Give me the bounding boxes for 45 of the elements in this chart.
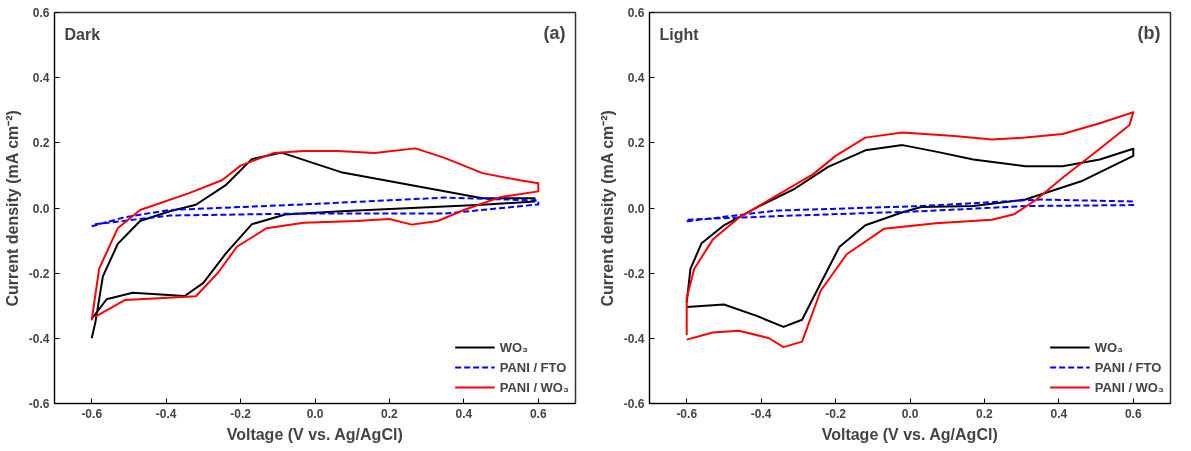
x-axis-title: Voltage (V vs. Ag/AgCl) xyxy=(226,425,403,443)
x-tick-label: -0.6 xyxy=(81,406,103,421)
legend-label: PANI / FTO xyxy=(499,359,567,375)
x-tick-label: -0.4 xyxy=(750,406,772,421)
x-tick-label: 0.4 xyxy=(1050,406,1068,421)
x-tick-label: 0.4 xyxy=(455,406,473,421)
legend-label: PANI / WO₃ xyxy=(1094,379,1164,395)
line-series xyxy=(90,196,540,228)
y-axis-title: Current density (mA cm⁻²) xyxy=(598,110,616,307)
x-tick-label: 0.0 xyxy=(306,406,324,421)
x-tick-label: -0.2 xyxy=(825,406,847,421)
x-tick-label: -0.6 xyxy=(676,406,698,421)
y-tick-label: 0.6 xyxy=(32,6,50,20)
x-tick-label: 0.2 xyxy=(381,406,399,421)
x-tick-label: -0.2 xyxy=(230,406,252,421)
annotation: Dark xyxy=(64,25,101,43)
x-tick-label: -0.4 xyxy=(155,406,177,421)
y-axis-title: Current density (mA cm⁻²) xyxy=(3,110,21,307)
legend-label: WO₃ xyxy=(1094,339,1124,355)
x-tick-label: 0.2 xyxy=(976,406,994,421)
x-tick-label: 0.6 xyxy=(1124,406,1142,421)
y-tick-label: -0.6 xyxy=(28,397,50,411)
line-series xyxy=(685,144,1135,328)
y-tick-label: -0.4 xyxy=(623,331,645,346)
y-tick-label: 0.4 xyxy=(627,71,645,86)
y-tick-label: -0.6 xyxy=(623,397,645,411)
y-tick-label: 0.2 xyxy=(32,136,50,151)
x-axis-title: Voltage (V vs. Ag/AgCl) xyxy=(821,425,998,443)
y-tick-label: -0.2 xyxy=(28,266,50,281)
annotation: (a) xyxy=(543,22,566,43)
y-tick-label: -0.2 xyxy=(623,266,645,281)
legend-label: PANI / WO₃ xyxy=(499,379,569,395)
x-tick-label: 0.6 xyxy=(529,406,547,421)
line-series xyxy=(685,198,1135,223)
annotation: Light xyxy=(659,25,700,43)
legend-label: PANI / FTO xyxy=(1094,359,1162,375)
y-tick-label: 0.0 xyxy=(32,201,50,216)
annotation: (b) xyxy=(1137,22,1161,43)
legend-label: WO₃ xyxy=(499,339,529,355)
x-tick-label: 0.0 xyxy=(901,406,919,421)
y-tick-label: 0.2 xyxy=(627,136,645,151)
y-tick-label: 0.4 xyxy=(32,71,50,86)
y-tick-label: -0.4 xyxy=(28,331,50,346)
y-tick-label: 0.6 xyxy=(627,6,645,20)
y-tick-label: 0.0 xyxy=(627,201,645,216)
